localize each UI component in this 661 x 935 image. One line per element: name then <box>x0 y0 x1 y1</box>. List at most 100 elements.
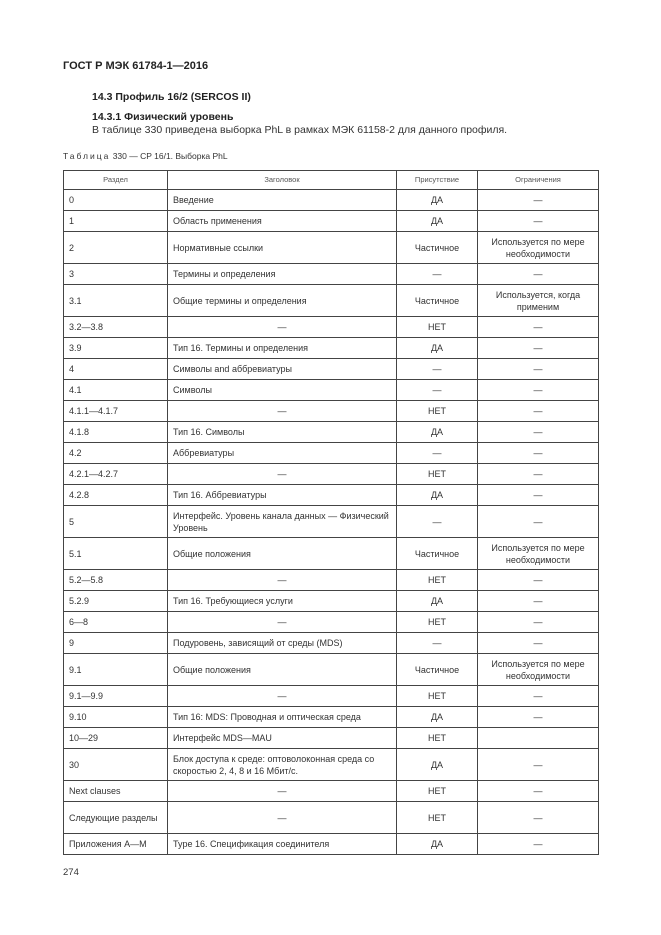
intro-block: 14.3.1 Физический уровень В таблице 330 … <box>92 111 632 137</box>
cell-constraints: — <box>477 801 599 834</box>
cell-section: 4 <box>63 358 168 380</box>
cell-section: 10—29 <box>63 727 168 749</box>
table-row: 3 Термины и определения — — <box>63 263 599 285</box>
cell-title: — <box>167 400 397 422</box>
cell-title: Общие положения <box>167 537 397 570</box>
table-row: 5.2—5.8— НЕТ — <box>63 569 599 591</box>
cell-section: 2 <box>63 231 168 264</box>
cell-section: 9 <box>63 632 168 654</box>
profile-table: Раздел Заголовок Присутствие Ограничения… <box>63 170 599 855</box>
cell-title: Тип 16. Символы <box>167 421 397 443</box>
table-row: 4.2.8 Тип 16. Аббревиатуры ДА — <box>63 484 599 506</box>
cell-constraints: — <box>477 358 599 380</box>
cell-section: 4.2.8 <box>63 484 168 506</box>
cell-presence: ДА <box>396 421 478 443</box>
cell-title: Подуровень, зависящий от среды (MDS) <box>167 632 397 654</box>
table-row: 9.10 Тип 16: MDS: Проводная и оптическая … <box>63 706 599 728</box>
cell-title: — <box>167 611 397 633</box>
table-row: 4.2 Аббревиатуры — — <box>63 442 599 464</box>
table-block: Раздел Заголовок Присутствие Ограничения… <box>63 170 599 879</box>
table-row: 4 Символы and аббревиатуры — — <box>63 358 599 380</box>
cell-constraints: — <box>477 569 599 591</box>
cell-title: Интерфейс MDS—MAU <box>167 727 397 749</box>
cell-title: — <box>167 801 397 834</box>
table-row: 1 Область применения ДА — <box>63 210 599 232</box>
cell-title: Тип 16: MDS: Проводная и оптическая сред… <box>167 706 397 728</box>
cell-constraints: — <box>477 780 599 802</box>
cell-section: 5.2—5.8 <box>63 569 168 591</box>
cell-presence: Частичное <box>396 537 478 570</box>
table-row: Next clauses — НЕТ — <box>63 780 599 802</box>
table-row: 5.1 Общие положения Частичное Используется … <box>63 537 599 570</box>
cell-presence: НЕТ <box>396 727 478 749</box>
cell-presence: Частичное <box>396 653 478 686</box>
table-row: 3.2—3.8— НЕТ — <box>63 316 599 338</box>
table-row: 5 Интерфейс. Уровень канала данных — Физи… <box>63 505 599 538</box>
cell-presence: ДА <box>396 337 478 359</box>
cell-section: Next clauses <box>63 780 168 802</box>
cell-section: Приложения А—М <box>63 833 168 855</box>
cell-constraints: — <box>477 210 599 232</box>
cell-title: — <box>167 463 397 485</box>
table-row: 4.1 Символы — — <box>63 379 599 401</box>
caption-label: Таблица <box>63 151 111 161</box>
cell-section: 5.2.9 <box>63 590 168 612</box>
cell-constraints: — <box>477 685 599 707</box>
table-row: 4.1.8 Тип 16. Символы ДА — <box>63 421 599 443</box>
cell-presence: НЕТ <box>396 569 478 591</box>
cell-section: 3.2—3.8 <box>63 316 168 338</box>
cell-constraints: Используется по мере необходимости <box>477 537 599 570</box>
cell-title: Type 16. Спецификация соединителя <box>167 833 397 855</box>
header-constraints: Ограничения <box>477 170 599 190</box>
cell-title: Общие термины и определения <box>167 284 397 317</box>
cell-presence: ДА <box>396 189 478 211</box>
cell-constraints: — <box>477 400 599 422</box>
cell-constraints: — <box>477 632 599 654</box>
cell-presence: ДА <box>396 210 478 232</box>
cell-constraints: — <box>477 263 599 285</box>
table-row: 10—29 Интерфейс MDS—MAU НЕТ <box>63 727 599 749</box>
cell-title: — <box>167 685 397 707</box>
cell-section: 4.2.1—4.2.7 <box>63 463 168 485</box>
table-row: Следующие разделы — НЕТ — <box>63 801 599 834</box>
table-row: 30 Блок доступа к среде: оптоволоконная с… <box>63 748 599 781</box>
cell-section: Следующие разделы <box>63 801 168 834</box>
cell-section: 30 <box>63 748 168 781</box>
cell-constraints: — <box>477 442 599 464</box>
table-row: 0 Введение ДА — <box>63 189 599 211</box>
cell-constraints: — <box>477 337 599 359</box>
document-id: ГОСТ Р МЭК 61784-1—2016 <box>63 60 209 72</box>
cell-constraints <box>477 727 599 749</box>
cell-presence: — <box>396 263 478 285</box>
cell-title: Интерфейс. Уровень канала данных — Физич… <box>167 505 397 538</box>
cell-constraints: — <box>477 316 599 338</box>
table-row: 9.1 Общие положения Частичное Используется … <box>63 653 599 686</box>
table-row: 6—8— НЕТ — <box>63 611 599 633</box>
table-row: 4.2.1—4.2.7— НЕТ — <box>63 463 599 485</box>
table-row: 4.1.1—4.1.7— НЕТ — <box>63 400 599 422</box>
cell-presence: — <box>396 505 478 538</box>
cell-presence: ДА <box>396 748 478 781</box>
cell-title: — <box>167 569 397 591</box>
table-row: 2 Нормативные ссылки Частичное Используется… <box>63 231 599 264</box>
cell-section: 4.1.8 <box>63 421 168 443</box>
cell-presence: — <box>396 379 478 401</box>
cell-presence: ДА <box>396 484 478 506</box>
cell-presence: Частичное <box>396 231 478 264</box>
cell-constraints: — <box>477 463 599 485</box>
section-title: 14.3 Профиль 16/2 (SERCOS II) <box>92 91 251 103</box>
cell-title: Блок доступа к среде: оптоволоконная сре… <box>167 748 397 781</box>
cell-section: 3.9 <box>63 337 168 359</box>
cell-section: 4.1 <box>63 379 168 401</box>
cell-title: Символы and аббревиатуры <box>167 358 397 380</box>
cell-section: 3 <box>63 263 168 285</box>
cell-presence: НЕТ <box>396 780 478 802</box>
cell-section: 4.1.1—4.1.7 <box>63 400 168 422</box>
cell-constraints: Используется по мере необходимости <box>477 653 599 686</box>
cell-section: 6—8 <box>63 611 168 633</box>
cell-constraints: — <box>477 505 599 538</box>
cell-presence: Частичное <box>396 284 478 317</box>
cell-presence: НЕТ <box>396 801 478 834</box>
header-section: Раздел <box>63 170 168 190</box>
